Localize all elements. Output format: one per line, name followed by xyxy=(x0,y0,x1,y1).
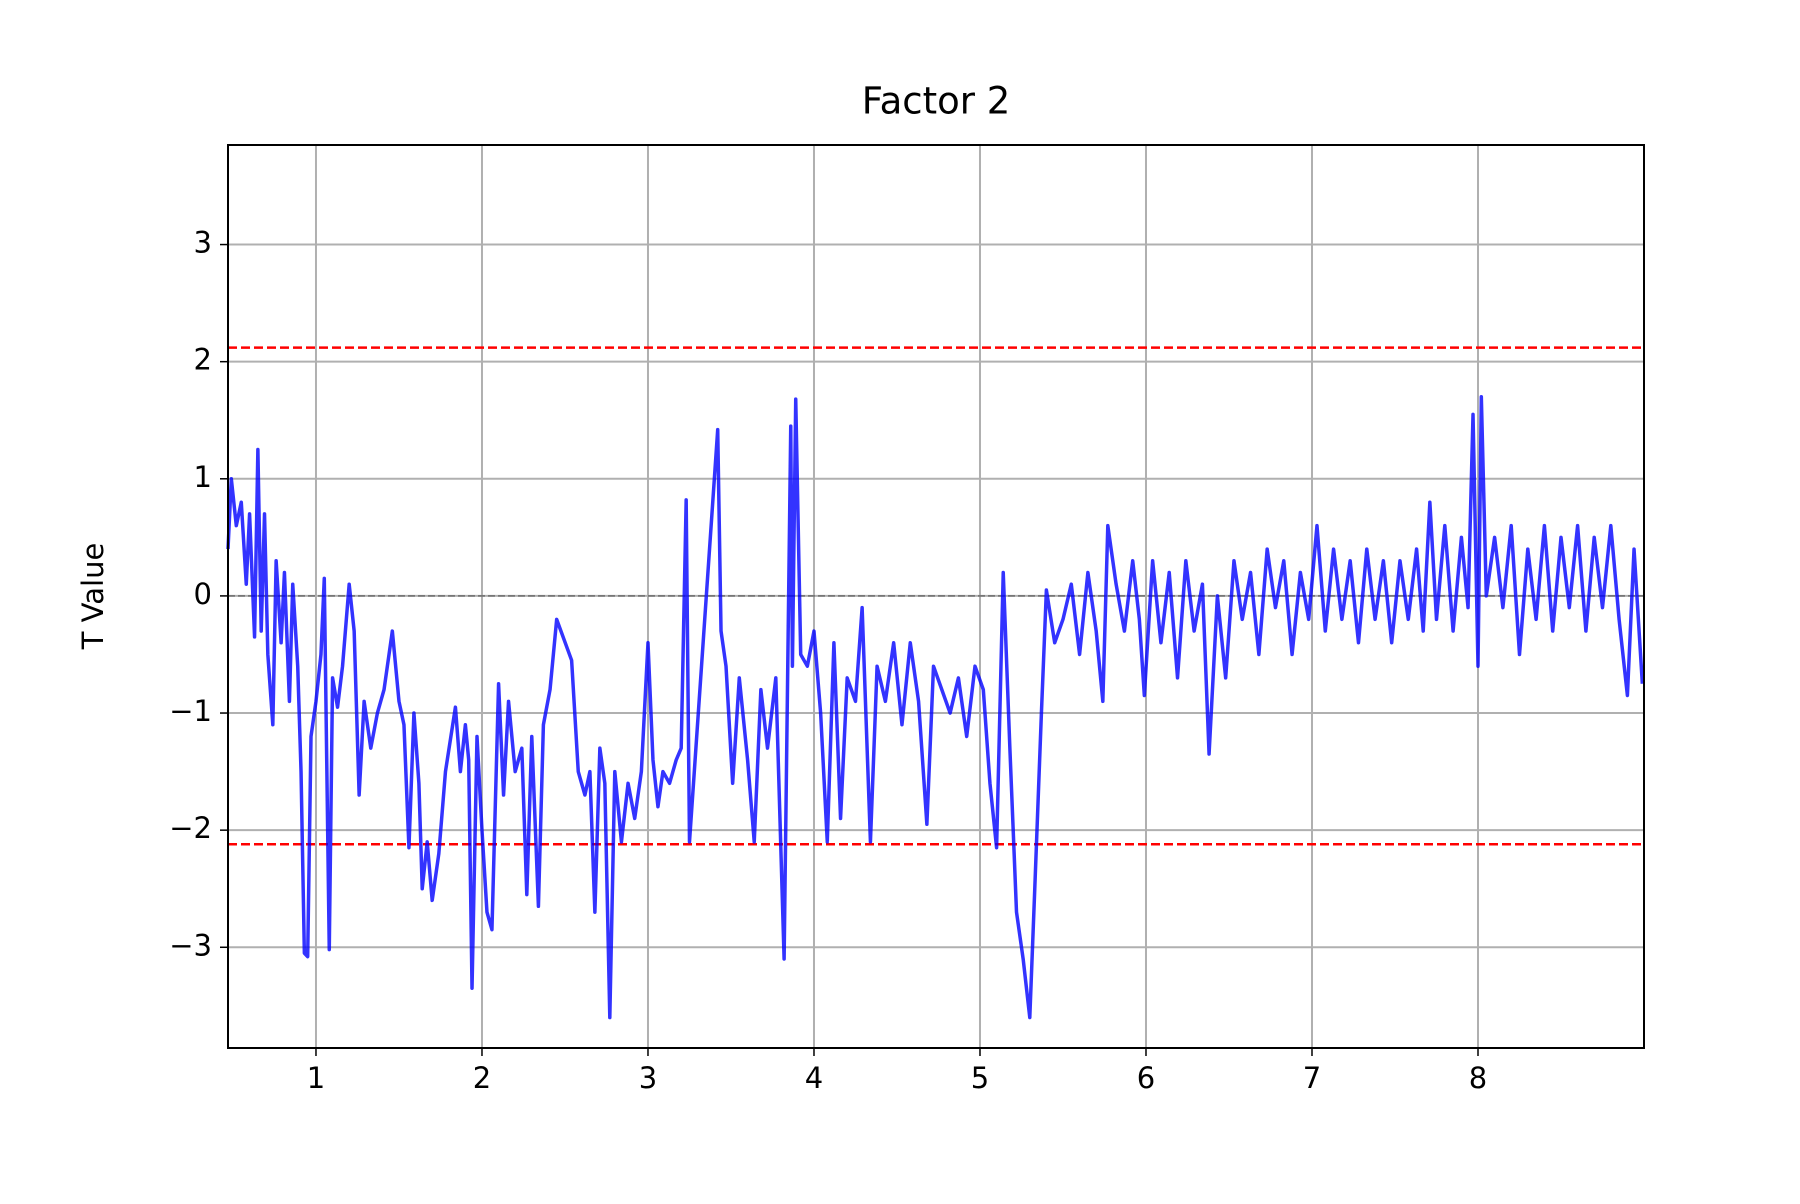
y-tick-label: 1 xyxy=(194,460,212,494)
y-tick-label: −2 xyxy=(169,811,212,845)
x-tick-label: 2 xyxy=(473,1061,491,1095)
y-tick-label: 2 xyxy=(194,343,212,377)
y-tick-label: −3 xyxy=(169,928,212,962)
x-tick-label: 4 xyxy=(805,1061,823,1095)
y-tick-label: −1 xyxy=(169,694,212,728)
chart-title: Factor 2 xyxy=(862,80,1011,123)
x-tick-label: 8 xyxy=(1469,1061,1487,1095)
x-tick-label: 6 xyxy=(1137,1061,1155,1095)
x-tick-label: 3 xyxy=(639,1061,657,1095)
plot-frame xyxy=(227,144,1645,1049)
x-tick-label: 1 xyxy=(307,1061,325,1095)
y-tick-label: 3 xyxy=(194,226,212,260)
x-tick-label: 7 xyxy=(1303,1061,1321,1095)
y-tick-label: 0 xyxy=(194,577,212,611)
y-axis-label: T Value xyxy=(76,543,110,651)
x-tick-label: 5 xyxy=(971,1061,989,1095)
data-line xyxy=(226,395,1645,1020)
